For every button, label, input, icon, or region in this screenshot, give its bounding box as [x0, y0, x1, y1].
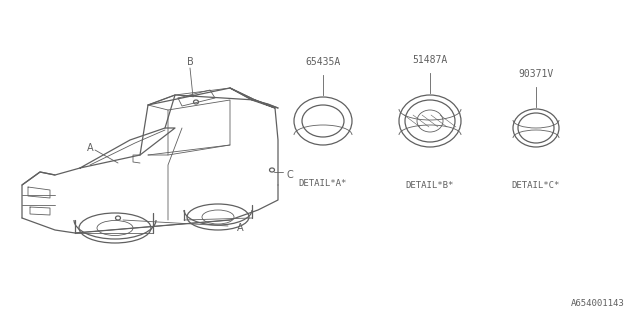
Text: 51487A: 51487A	[412, 55, 447, 65]
Text: 65435A: 65435A	[305, 57, 340, 67]
Text: DETAIL*B*: DETAIL*B*	[406, 181, 454, 190]
Text: B: B	[187, 57, 193, 67]
Text: DETAIL*C*: DETAIL*C*	[512, 181, 560, 190]
Text: C: C	[287, 170, 293, 180]
Text: A: A	[86, 143, 93, 153]
Text: DETAIL*A*: DETAIL*A*	[299, 179, 347, 188]
Text: 90371V: 90371V	[518, 69, 554, 79]
Text: A: A	[237, 223, 243, 233]
Text: A654001143: A654001143	[572, 299, 625, 308]
